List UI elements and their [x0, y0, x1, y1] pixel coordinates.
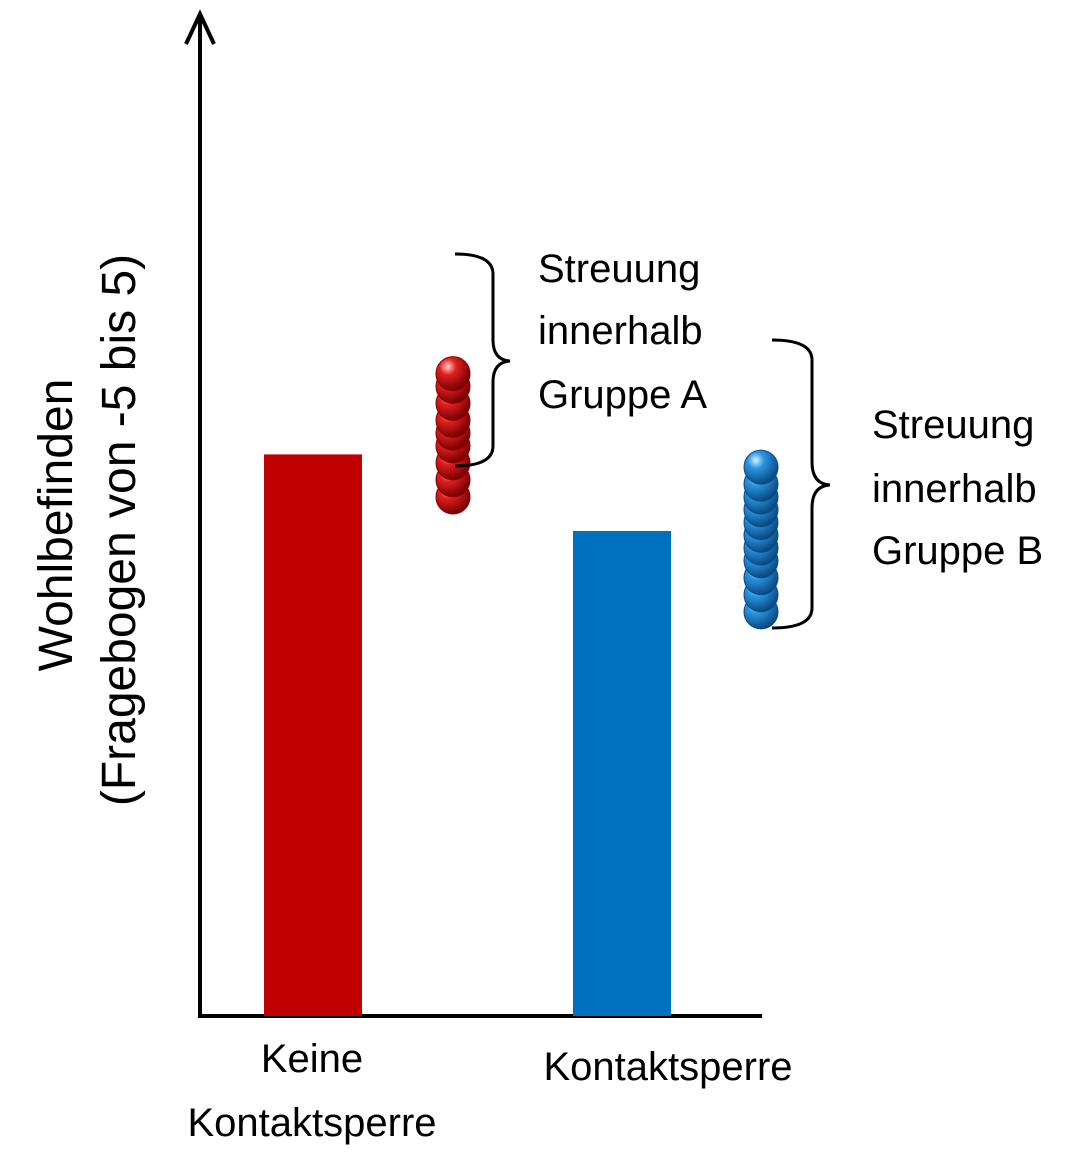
category-label-2: Kontaktsperre — [543, 1045, 792, 1089]
y-axis-label-line-1: Wohlbefinden — [30, 379, 83, 672]
y-axis-arrowhead — [184, 9, 216, 45]
annotation-group-b: Streuung innerhalb Gruppe B — [872, 403, 1043, 573]
bar-keine-kontaktsperre — [264, 454, 362, 1016]
brace-group-b — [771, 338, 831, 630]
category-label-1-line-1: Keine — [261, 1037, 363, 1081]
annotation-a-line-1: Streuung — [538, 247, 700, 291]
brace-group-a — [454, 252, 511, 468]
annotation-b-line-3: Gruppe B — [872, 529, 1043, 573]
annotation-a-line-3: Gruppe A — [538, 373, 707, 417]
y-axis-label-line-2: (Fragebogen von -5 bis 5) — [93, 254, 146, 806]
y-axis-label: Wohlbefinden (Fragebogen von -5 bis 5) — [30, 254, 146, 806]
annotation-b-line-1: Streuung — [872, 403, 1034, 447]
annotation-a-line-2: innerhalb — [538, 309, 703, 353]
bar-kontaktsperre — [573, 530, 671, 1016]
spread-dots-group-a — [435, 356, 471, 515]
spread-dots-group-b — [743, 449, 779, 630]
annotation-b-line-2: innerhalb — [872, 467, 1037, 511]
category-label-1-line-2: Kontaktsperre — [187, 1101, 436, 1145]
spread-dot — [743, 449, 779, 485]
spread-dot — [435, 356, 471, 392]
annotation-group-a: Streuung innerhalb Gruppe A — [538, 247, 707, 417]
